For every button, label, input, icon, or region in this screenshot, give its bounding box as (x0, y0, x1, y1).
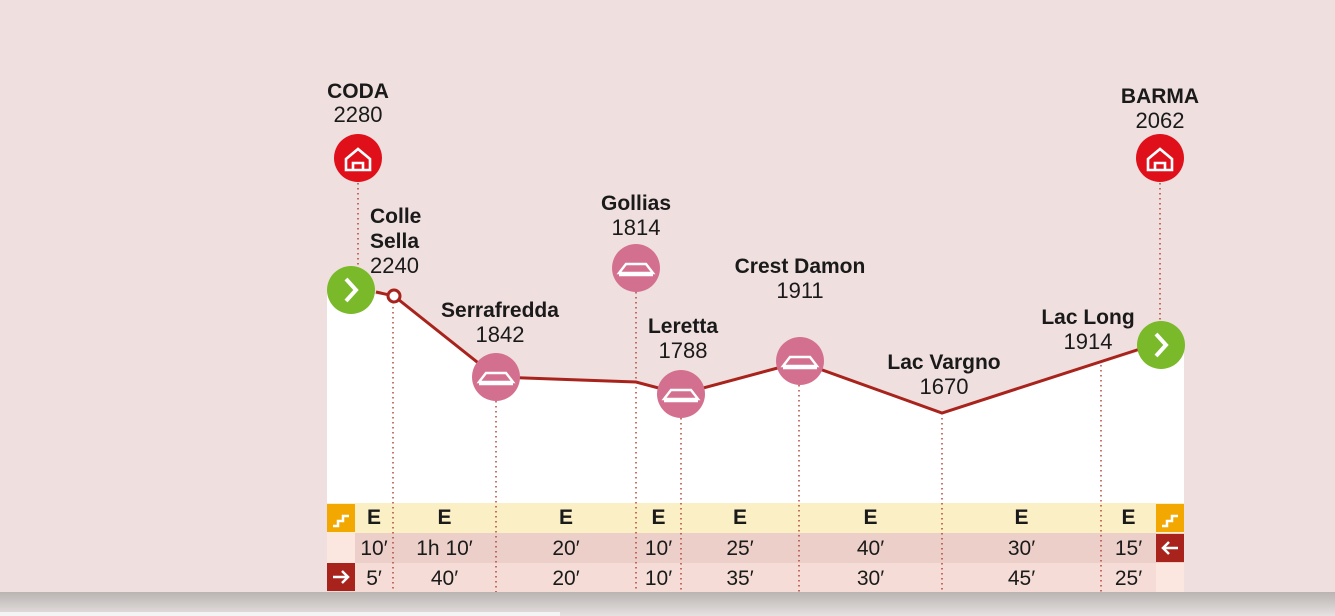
time-cell: 15′ (1115, 537, 1142, 560)
time-cell: 20′ (552, 567, 579, 590)
shelter-circle (612, 244, 660, 292)
hut-marker (1136, 134, 1184, 182)
difficulty-cell: E (1121, 506, 1135, 529)
difficulty-icon (327, 504, 355, 532)
difficulty-cell: E (733, 506, 747, 529)
pass-marker (386, 288, 402, 304)
waypoint-name: Serrafredda (441, 299, 559, 322)
waypoint-name: Lac Long (1041, 306, 1134, 329)
icon-cell (327, 533, 355, 563)
difficulty-icon-glyph (333, 514, 349, 528)
shelter-glyph (476, 371, 516, 386)
difficulty-icon (1156, 504, 1184, 532)
difficulty-cell: E (1014, 506, 1028, 529)
shelter-glyph (661, 388, 701, 403)
waypoint-name: Crest Damon (735, 255, 866, 278)
shelter-glyph (616, 262, 656, 277)
profile-area (327, 290, 1184, 503)
end-marker (1137, 321, 1185, 369)
waypoint-name: Gollias (601, 192, 671, 215)
time-cell: 30′ (857, 567, 884, 590)
difficulty-row (327, 503, 1184, 533)
waypoint-elevation: 1788 (659, 338, 708, 363)
endpoint-elevation: 2062 (1136, 108, 1185, 133)
time-cell: 20′ (552, 537, 579, 560)
difficulty-cell: E (863, 506, 877, 529)
waypoint-name: Sella (370, 230, 419, 253)
difficulty-cell: E (651, 506, 665, 529)
segment-table: E E E E E E E E 10′ 1h 10′ 20′ 10′ 25′ 40′ 30′ 15′ 5′ 40′… (360, 506, 1142, 590)
time-cell: 10′ (645, 567, 672, 590)
shelter-circle (472, 353, 520, 401)
time-cell: 40′ (857, 537, 884, 560)
return-arrow (1161, 541, 1178, 555)
endpoint-elevation: 2280 (334, 102, 383, 127)
time-cell: 10′ (645, 537, 672, 560)
time-cell: 25′ (1115, 567, 1142, 590)
waypoint-elevation: 1842 (476, 322, 525, 347)
time-cell: 5′ (366, 567, 382, 590)
difficulty-cell: E (367, 506, 381, 529)
time-cell: 10′ (360, 537, 387, 560)
waypoint-name: Leretta (648, 315, 718, 338)
difficulty-icon-glyph (1162, 514, 1178, 528)
waypoint-elevation: 1670 (920, 374, 969, 399)
waypoint-name: Colle (370, 205, 421, 228)
shelter-glyph (780, 355, 820, 370)
forward-arrow (333, 570, 350, 584)
endpoint-name: CODA (327, 80, 389, 103)
time-cell: 25′ (726, 537, 753, 560)
waypoint-name: Lac Vargno (887, 351, 1000, 374)
dotted-lines (357, 183, 1161, 592)
time-cell: 30′ (1008, 537, 1035, 560)
waypoint-elevation: 1911 (776, 278, 823, 303)
shelter-markers (472, 244, 824, 418)
time-cell: 35′ (726, 567, 753, 590)
shelter-circle (776, 337, 824, 385)
start-marker (327, 266, 375, 314)
endpoint-name: BARMA (1121, 85, 1199, 108)
difficulty-cell: E (559, 506, 573, 529)
waypoint-elevation: 2240 (370, 253, 419, 278)
waypoint-elevation: 1814 (612, 215, 661, 240)
time-cell: 45′ (1008, 567, 1035, 590)
time-forward-row (327, 533, 1184, 563)
shelter-circle (657, 370, 705, 418)
difficulty-cell: E (437, 506, 451, 529)
time-return-row (327, 563, 1184, 592)
waypoint-elevation: 1914 (1064, 329, 1113, 354)
bottom-strip (0, 612, 560, 616)
time-cell: 1h 10′ (416, 537, 473, 560)
time-cell: 40′ (431, 567, 458, 590)
icon-cell (1156, 563, 1184, 592)
hut-marker (334, 134, 382, 182)
